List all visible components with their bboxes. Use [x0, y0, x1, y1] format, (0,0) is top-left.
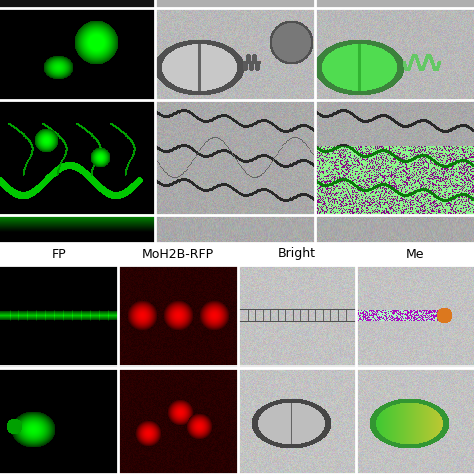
Text: MoH2B-RFP: MoH2B-RFP — [142, 247, 214, 261]
Text: FP: FP — [52, 247, 66, 261]
Text: Me: Me — [406, 247, 424, 261]
Text: Bright: Bright — [278, 247, 316, 261]
Bar — [0, 243, 474, 265]
